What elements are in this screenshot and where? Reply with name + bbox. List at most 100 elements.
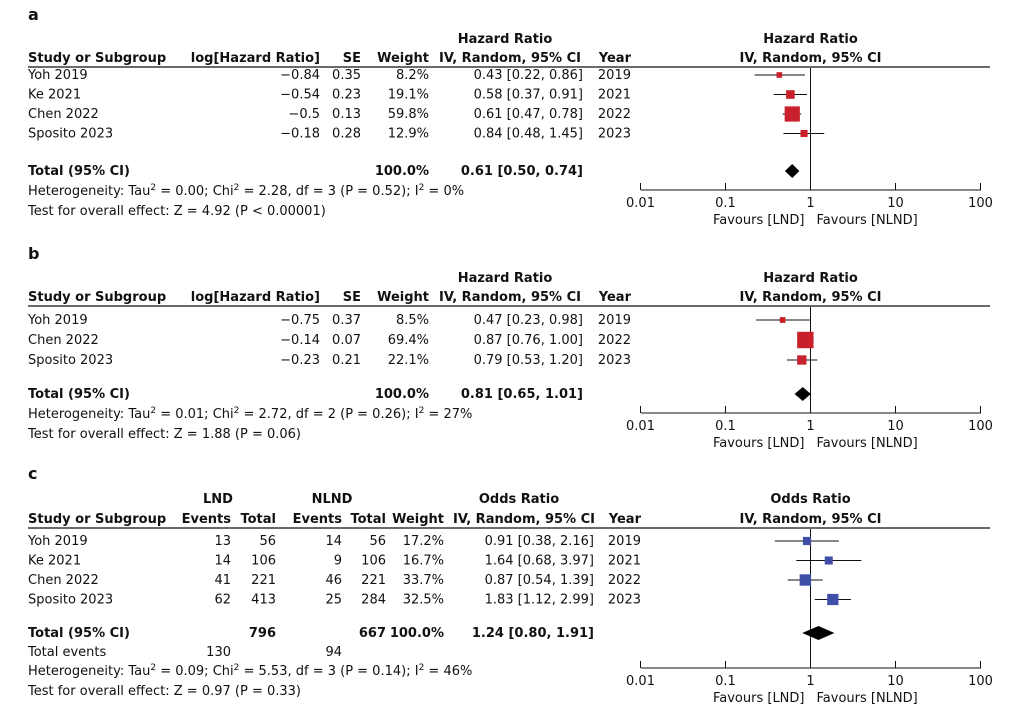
panel-c-row-2-total2-value: 106 [361,554,386,569]
panel-a-pooled-diamond [784,164,800,178]
panel-c-row-2-total1-value: 106 [251,554,276,569]
panel-b-total-ci: 0.81 [0.65, 1.01] [461,387,583,402]
panel-b-row-3-ci-value: 0.79 [0.53, 1.20] [474,353,583,368]
panel-c-events2-header: Events [293,512,343,527]
panel-a-row-3-log-value: −0.5 [288,107,320,122]
panel-b-effect-top-header: Hazard Ratio [458,271,553,286]
panel-c-row-1-weight-value: 17.2% [403,534,444,549]
panel-a-row-3-year-value: 2022 [598,107,631,122]
panel-a-letter: a [28,5,39,24]
panel-b-weight-header: Weight [377,290,429,305]
panel-c-row-4-total2-value: 284 [361,593,386,608]
panel-b-letter: b [28,244,39,263]
panel-c-group1-header: LND [203,492,233,507]
panel-c-row-4-ci-value: 1.83 [1.12, 2.99] [485,593,594,608]
panel-a-favours-right: Favours [NLND] [817,213,918,228]
panel-a-row-2-se-value: 0.23 [332,88,361,103]
panel-b-total-weight: 100.0% [375,387,429,402]
panel-c-row-3-year-value: 2022 [608,573,641,588]
panel-a-row-3-ci-value: 0.61 [0.47, 0.78] [474,107,583,122]
panel-a-weight-header: Weight [377,51,429,66]
panel-c-row-2-point-estimate [824,556,833,565]
panel-c-row-4-events1-value: 62 [214,593,231,608]
panel-a-row-4-weight-value: 12.9% [388,127,429,142]
panel-b-row-2-weight-value: 69.4% [388,333,429,348]
panel-c-row-2-study-name: Ke 2021 [28,554,81,569]
panel-a-row-3-weight-value: 59.8% [388,107,429,122]
panel-a-row-4-ci-value: 0.84 [0.48, 1.45] [474,127,583,142]
panel-c-row-1-total1-value: 56 [259,534,276,549]
panel-b-row-2-point-estimate [797,331,814,349]
panel-c-letter: c [28,464,37,483]
panel-b-year-header: Year [598,290,632,305]
panel-a-overall-effect: Test for overall effect: Z = 4.92 (P < 0… [27,204,326,219]
panel-b-effect-header: IV, Random, 95% CI [439,290,581,305]
panel-c-row-1-events1-value: 13 [214,534,231,549]
panel-c-study-header: Study or Subgroup [28,512,166,527]
panel-a-year-header: Year [598,51,632,66]
panel-c-row-1-study-name: Yoh 2019 [27,534,88,549]
panel-b-row-3-point-estimate [797,355,807,365]
panel-c-row-4-point-estimate [827,593,839,606]
panel-b-row-2-ci-value: 0.87 [0.76, 1.00] [474,333,583,348]
panel-c-heterogeneity: Heterogeneity: Tau2 = 0.09; Chi2 = 5.53,… [28,663,472,679]
panel-a-row-2-study-name: Ke 2021 [28,88,81,103]
panel-c-tick-label-4: 10 [887,674,904,689]
panel-c-row-3-total2-value: 221 [361,573,386,588]
panel-c-row-3-point-estimate [799,574,812,586]
panel-a-row-3-study-name: Chen 2022 [28,107,99,122]
panel-a-favours-left: Favours [LND] [713,213,805,228]
panel-b-plot-top-header: Hazard Ratio [763,271,858,286]
panel-c-weight-header: Weight [392,512,444,527]
panel-a-plot-sub-header: IV, Random, 95% CI [740,51,882,66]
panel-a-se-header: SE [343,51,361,66]
panel-b-row-3-year-value: 2023 [598,353,631,368]
panel-b-row-1-year-value: 2019 [598,313,631,328]
panel-c-row-1-events2-value: 14 [325,534,342,549]
panel-c-total-n2: 667 [359,626,386,641]
panel-c-total-label: Total (95% CI) [28,626,130,641]
panel-b-total-label: Total (95% CI) [28,387,130,402]
panel-a-row-1-se-value: 0.35 [332,68,361,83]
panel-c-row-4-year-value: 2023 [608,593,641,608]
panel-b-tick-label-2: 0.1 [715,419,736,434]
panel-b-row-2-study-name: Chen 2022 [28,333,99,348]
panel-c-row-3-events2-value: 46 [325,573,342,588]
panel-c-effect-top-header: Odds Ratio [479,492,559,507]
panel-c-plot-sub-header: IV, Random, 95% CI [740,512,882,527]
panel-a-row-4-study-name: Sposito 2023 [28,127,113,142]
panel-c-row-3-events1-value: 41 [214,573,231,588]
panel-c-row-2-year-value: 2021 [608,554,641,569]
panel-c-row-1-year-value: 2019 [608,534,641,549]
panel-a-tick-label-2: 0.1 [715,196,736,211]
panel-b-row-3-se-value: 0.21 [332,353,361,368]
panel-b-row-2-se-value: 0.07 [332,333,361,348]
panel-b-favours-right: Favours [NLND] [817,436,918,451]
panel-c-plot-top-header: Odds Ratio [770,492,850,507]
panel-b-row-1-ci-value: 0.47 [0.23, 0.98] [474,313,583,328]
panel-c-favours-left: Favours [LND] [713,691,805,706]
panel-c-row-4-total1-value: 413 [251,593,276,608]
panel-b-row-1-log-value: −0.75 [280,313,320,328]
panel-a-plot-top-header: Hazard Ratio [763,32,858,47]
panel-a-row-2-year-value: 2021 [598,88,631,103]
panel-c-tick-label-3: 1 [806,674,814,689]
panel-a-row-1-weight-value: 8.2% [396,68,429,83]
panel-c-total-ci: 1.24 [0.80, 1.91] [472,626,594,641]
panel-b-row-1-study-name: Yoh 2019 [27,313,88,328]
panel-a-row-4-se-value: 0.28 [332,127,361,142]
panel-b-row-3-study-name: Sposito 2023 [28,353,113,368]
panel-b-overall-effect: Test for overall effect: Z = 1.88 (P = 0… [27,427,301,442]
panel-c-total-weight: 100.0% [390,626,444,641]
panel-c-tick-label-2: 0.1 [715,674,736,689]
panel-b-row-2-year-value: 2022 [598,333,631,348]
panel-a-row-4-point-estimate [800,129,808,138]
panel-b-pooled-diamond [794,387,811,401]
panel-a-row-4-log-value: −0.18 [280,127,320,142]
panel-a-tick-label-4: 10 [887,196,904,211]
panel-b-plot-sub-header: IV, Random, 95% CI [740,290,882,305]
panel-c-pooled-diamond [802,626,835,640]
panel-c-events1-header: Events [182,512,232,527]
panel-a-effect-header: IV, Random, 95% CI [439,51,581,66]
